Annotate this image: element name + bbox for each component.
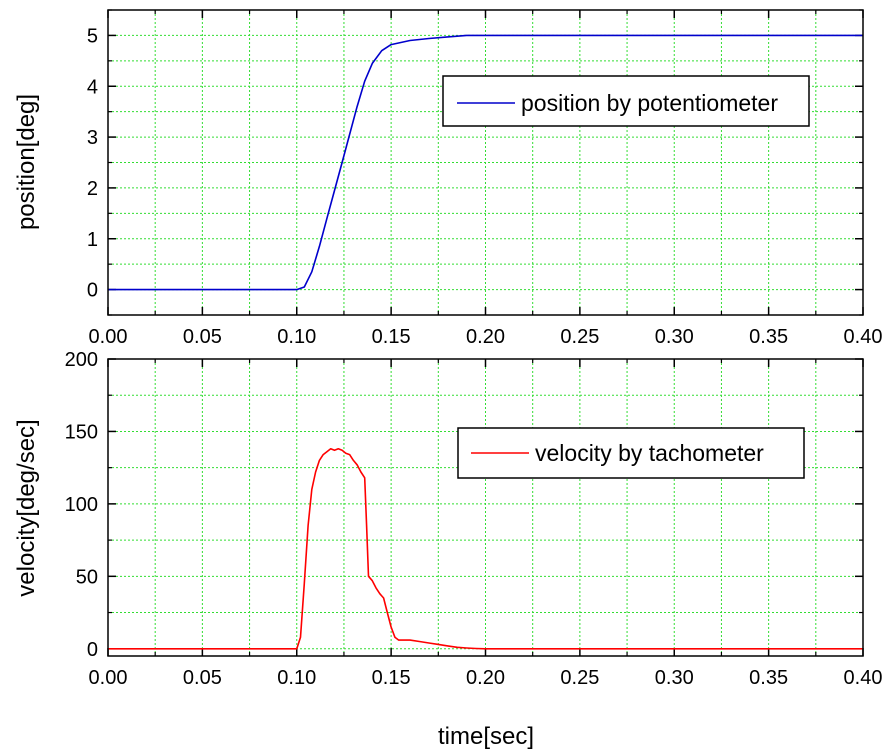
- position-x-tick-label: 0.15: [372, 326, 411, 348]
- velocity-y-tick-label: 0: [87, 639, 98, 661]
- velocity-y-tick-label: 100: [65, 494, 98, 516]
- velocity-x-axis-title: time[sec]: [438, 723, 534, 750]
- velocity-x-tick-label: 0.20: [466, 667, 505, 689]
- velocity-x-tick-label: 0.15: [372, 667, 411, 689]
- velocity-series-line-0: [108, 447, 863, 650]
- position-x-tick-labels: 0.00 0.05 0.10 0.15 0.20 0.25 0.30 0.35 0.40: [89, 326, 883, 348]
- velocity-y-tick-label: 200: [65, 349, 98, 371]
- position-x-tick-label: 0.25: [560, 326, 599, 348]
- position-y-tick-label: 4: [87, 76, 98, 98]
- velocity-plot-border: [107, 358, 864, 657]
- position-x-tick-label: 0.30: [655, 326, 694, 348]
- position-y-tick-labels: 0 1 2 3 4 5: [87, 25, 98, 301]
- position-ticks: [107, 9, 864, 316]
- velocity-x-tick-label: 0.35: [749, 667, 788, 689]
- velocity-series: [108, 447, 863, 650]
- velocity-y-tick-label: 50: [76, 566, 98, 588]
- velocity-x-tick-label: 0.30: [655, 667, 694, 689]
- position-legend-label: position by potentiometer: [521, 90, 778, 116]
- position-x-tick-label: 0.00: [89, 326, 128, 348]
- velocity-x-tick-label: 0.05: [183, 667, 222, 689]
- position-plot-border: [107, 9, 864, 316]
- velocity-legend-label: velocity by tachometer: [535, 440, 764, 466]
- position-y-tick-label: 2: [87, 178, 98, 200]
- position-y-tick-label: 1: [87, 229, 98, 251]
- position-grid: [108, 10, 863, 315]
- position-x-tick-label: 0.10: [277, 326, 316, 348]
- position-y-tick-label: 3: [87, 127, 98, 149]
- velocity-y-tick-label: 150: [65, 421, 98, 443]
- position-x-tick-label: 0.35: [749, 326, 788, 348]
- velocity-y-axis-title: velocity[deg/sec]: [13, 419, 40, 596]
- velocity-x-tick-label: 0.25: [560, 667, 599, 689]
- velocity-legend: velocity by tachometer: [457, 427, 805, 479]
- position-x-tick-label: 0.20: [466, 326, 505, 348]
- position-y-axis-title: position[deg]: [13, 94, 40, 230]
- velocity-x-tick-label: 0.00: [89, 667, 128, 689]
- velocity-x-tick-labels: 0.00 0.05 0.10 0.15 0.20 0.25 0.30 0.35 0.40: [89, 667, 883, 689]
- velocity-panel: 0 50 100 150 200 0.00 0.05 0.10 0.15 0.20 0.25 0.3…: [13, 349, 882, 750]
- velocity-y-tick-labels: 0 50 100 150 200: [65, 349, 98, 661]
- position-y-tick-label: 5: [87, 25, 98, 47]
- position-series: [108, 34, 863, 291]
- position-y-tick-label: 0: [87, 280, 98, 302]
- velocity-x-tick-label: 0.10: [277, 667, 316, 689]
- position-legend-box: [442, 75, 810, 127]
- position-x-tick-label: 0.05: [183, 326, 222, 348]
- position-series-line-0: [108, 34, 863, 291]
- position-legend: position by potentiometer: [442, 75, 810, 127]
- velocity-x-tick-label: 0.40: [844, 667, 883, 689]
- position-x-tick-label: 0.40: [844, 326, 883, 348]
